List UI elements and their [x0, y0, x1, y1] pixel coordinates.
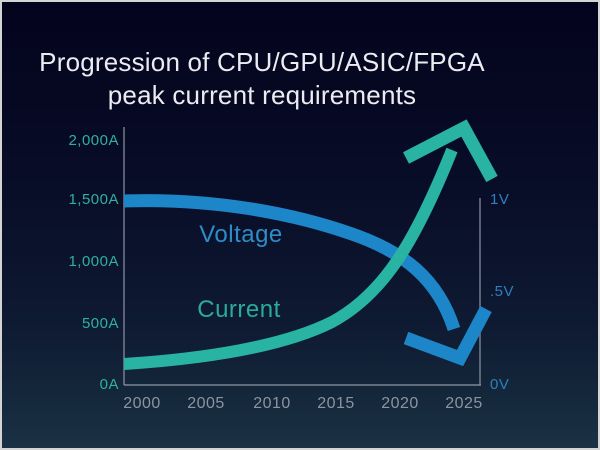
y-right-tick-05V: .5V: [490, 283, 515, 300]
voltage-series-label: Voltage: [199, 221, 283, 248]
y-left-tick-1000A: 1,000A: [68, 253, 119, 270]
x-tick-2025: 2025: [445, 395, 483, 412]
current-curve: [123, 147, 458, 370]
x-tick-2005: 2005: [187, 395, 225, 412]
chart-title-line2: peak current requirements: [107, 80, 417, 110]
x-tick-2020: 2020: [381, 395, 419, 412]
y-left-tick-500A: 500A: [81, 315, 119, 332]
y-left-tick-2000A: 2,000A: [68, 132, 119, 149]
y-left-tick-1500A: 1,500A: [68, 191, 119, 208]
y-right-tick-0V: 0V: [490, 376, 510, 393]
chart-title: Progression of CPU/GPU/ASIC/FPGA peak cu…: [2, 46, 522, 112]
voltage-arrowhead-icon: [403, 305, 492, 367]
current-arrowhead-icon: [403, 119, 498, 183]
y-left-tick-0A: 0A: [99, 376, 119, 393]
x-tick-2010: 2010: [253, 395, 291, 412]
x-tick-2015: 2015: [317, 395, 355, 412]
x-tick-2000: 2000: [123, 395, 161, 412]
current-series-label: Current: [197, 296, 281, 323]
chart-title-line1: Progression of CPU/GPU/ASIC/FPGA: [39, 47, 485, 77]
voltage-curve: [123, 194, 461, 332]
y-right-tick-1V: 1V: [490, 191, 510, 208]
